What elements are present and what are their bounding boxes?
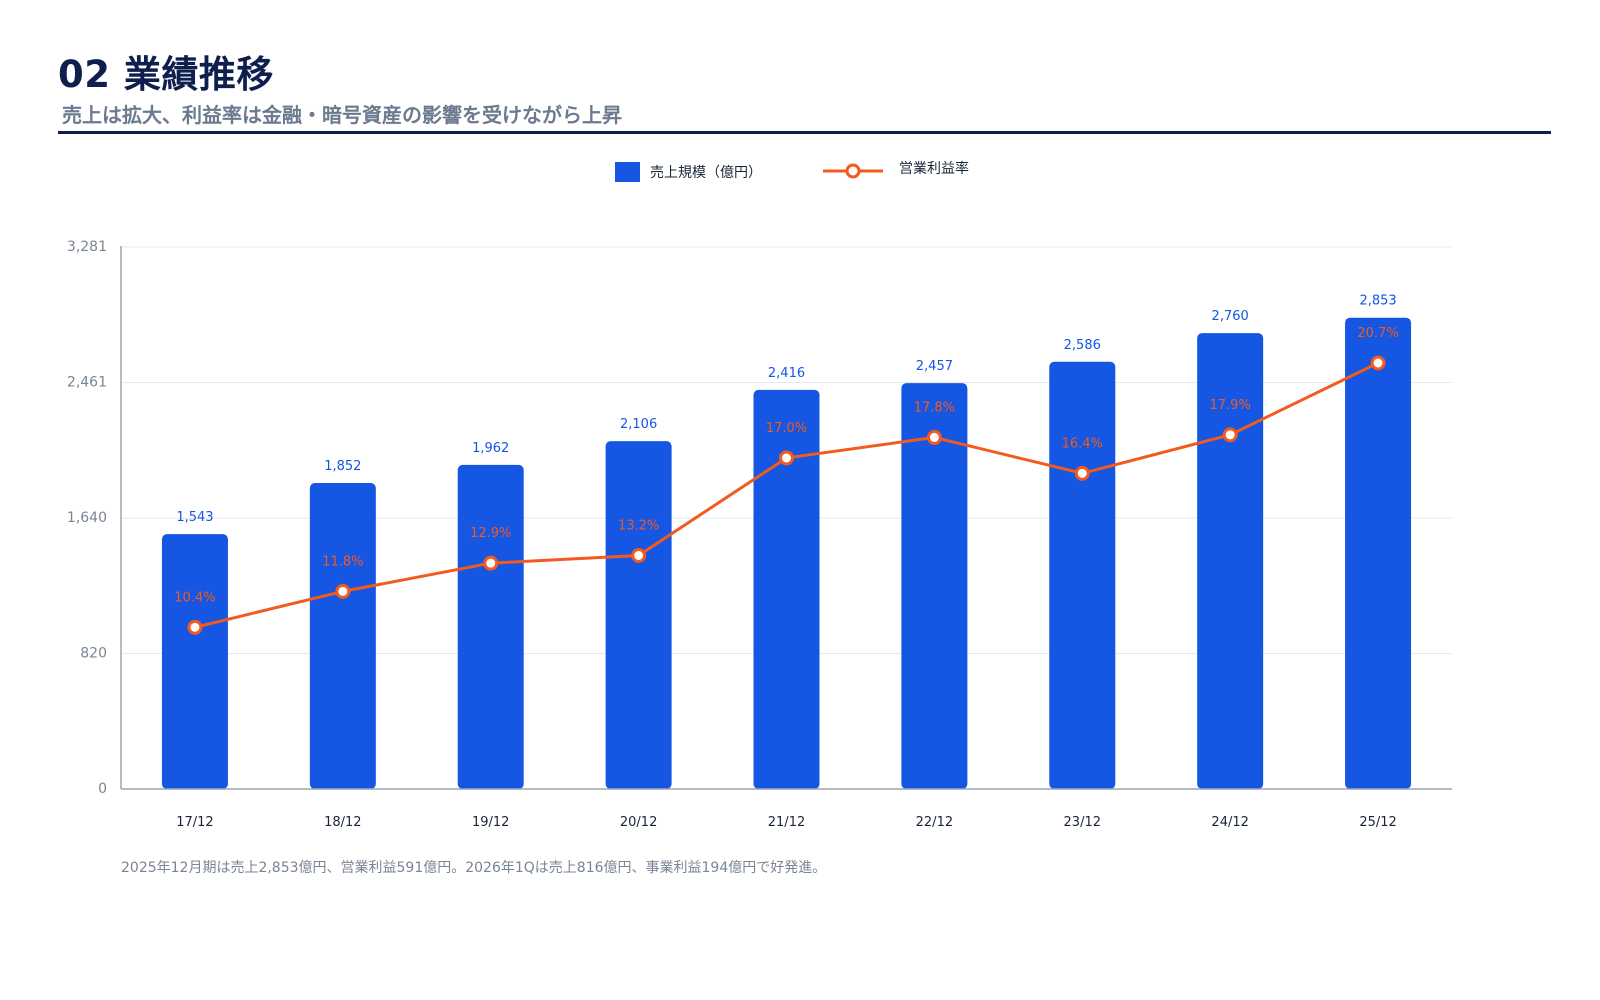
- line-value-label: 16.4%: [1062, 436, 1103, 451]
- bar-series: 1,543 1,852 1,962 2,106 2,416 2,457 2,586 2,760…: [161, 294, 1412, 789]
- bar-value-label: 1,962: [472, 441, 509, 456]
- bar-value-label: 2,586: [1064, 338, 1101, 353]
- legend-bar-swatch: [615, 162, 640, 182]
- line-point: [631, 547, 647, 563]
- y-tick-label: 0: [98, 781, 107, 797]
- line-value-label: 12.9%: [470, 526, 511, 541]
- y-axis: 0 820 1,640 2,461 3,281: [67, 239, 122, 797]
- bar-value-label: 2,457: [916, 359, 953, 374]
- x-tick-label: 25/12: [1359, 815, 1396, 830]
- x-tick-label: 21/12: [768, 815, 805, 830]
- line-point: [926, 429, 942, 445]
- x-tick-label: 20/12: [620, 815, 657, 830]
- bar: [1049, 361, 1116, 789]
- x-axis: 17/12 18/12 19/12 20/12 21/12 22/12 23/12 24/12…: [121, 788, 1452, 830]
- line-value-label: 17.9%: [1210, 398, 1251, 413]
- bar: [309, 483, 376, 789]
- line-point: [335, 583, 351, 599]
- bar: [161, 534, 228, 789]
- bar: [605, 441, 672, 789]
- bar-value-label: 2,106: [620, 417, 657, 432]
- y-tick-label: 3,281: [67, 239, 107, 255]
- bar-value-label: 1,852: [324, 459, 361, 474]
- line-point: [483, 555, 499, 571]
- y-tick-label: 820: [80, 646, 107, 662]
- line-point: [779, 450, 794, 466]
- x-tick-label: 18/12: [324, 815, 361, 830]
- bar: [457, 464, 524, 789]
- line-value-label: 17.0%: [766, 421, 807, 436]
- line-value-label: 10.4%: [174, 590, 215, 605]
- line-point: [187, 619, 203, 635]
- footnote: 2025年12月期は売上2,853億円、営業利益591億円。2026年1Qは売上…: [121, 860, 827, 876]
- x-tick-label: 19/12: [472, 815, 509, 830]
- x-tick-label: 22/12: [916, 815, 953, 830]
- bar: [1345, 317, 1412, 789]
- page-subtitle: 売上は拡大、利益率は金融・暗号資産の影響を受けながら上昇: [62, 103, 622, 127]
- bar-value-label: 1,543: [176, 510, 213, 525]
- bar-value-label: 2,760: [1212, 309, 1249, 324]
- page-title: 02 業績推移: [58, 53, 274, 96]
- line-value-label: 11.8%: [322, 554, 363, 569]
- y-tick-label: 1,640: [67, 510, 107, 526]
- title-divider: [58, 131, 1551, 134]
- legend-line-label: 営業利益率: [899, 160, 969, 177]
- y-tick-label: 2,461: [67, 374, 107, 390]
- x-tick-label: 23/12: [1064, 815, 1101, 830]
- bar: [1197, 333, 1264, 789]
- bar-value-label: 2,416: [768, 366, 805, 381]
- legend-bar-label: 売上規模（億円）: [650, 165, 762, 181]
- bar-value-label: 2,853: [1359, 294, 1396, 309]
- line-value-label: 20.7%: [1357, 326, 1398, 341]
- line-value-label: 13.2%: [618, 518, 659, 533]
- x-tick-label: 17/12: [176, 815, 213, 830]
- line-point: [1074, 465, 1090, 481]
- chart-legend: 売上規模（億円） 営業利益率: [615, 160, 969, 182]
- line-point: [1370, 355, 1386, 371]
- x-tick-label: 24/12: [1211, 815, 1248, 830]
- legend-line-marker: [845, 163, 861, 179]
- line-value-label: 17.8%: [914, 400, 955, 415]
- line-series: 10.4% 11.8% 12.9% 13.2% 17.0% 17.8% 16.4% 17.9%…: [174, 326, 1399, 635]
- bar: [753, 389, 820, 789]
- bar: [901, 383, 968, 789]
- line-point: [1222, 427, 1238, 443]
